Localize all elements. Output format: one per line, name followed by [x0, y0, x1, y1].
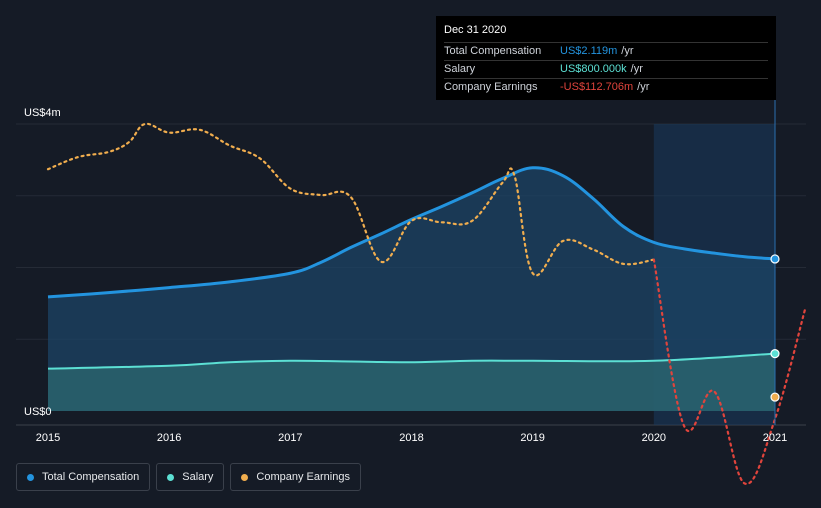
tooltip-value: US$800.000k: [560, 63, 627, 75]
tooltip-row-total-compensation: Total Compensation US$2.119m /yr: [444, 42, 768, 60]
tooltip: Dec 31 2020 Total Compensation US$2.119m…: [436, 16, 776, 100]
legend-dot-icon: [167, 473, 175, 481]
legend: Total Compensation Salary Company Earnin…: [16, 463, 361, 491]
legend-dot-icon: [241, 473, 249, 481]
legend-item-total-compensation[interactable]: Total Compensation: [16, 463, 151, 491]
tooltip-title: Dec 31 2020: [444, 24, 507, 36]
tooltip-row-company-earnings: Company Earnings -US$112.706m /yr: [444, 78, 768, 96]
salary-marker: [770, 349, 780, 359]
tooltip-label: Total Compensation: [444, 45, 542, 57]
y-tick-label: US$4m: [24, 107, 61, 119]
series-areas: [48, 167, 775, 411]
series-lines: [46, 122, 807, 485]
company-earnings-negative-line: [652, 258, 807, 485]
x-tick-label: 2020: [642, 432, 666, 444]
tooltip-label: Salary: [444, 63, 476, 75]
total-compensation-marker: [770, 254, 780, 264]
y-axis-ticks: US$4m US$0: [24, 107, 61, 418]
tooltip-unit: /yr: [630, 63, 643, 75]
tooltip-row-salary: Salary US$800.000k /yr: [444, 60, 768, 78]
x-axis-ticks: 2015 2016 2017 2018 2019 2020 2021: [36, 432, 787, 444]
total-compensation-line: [47, 166, 776, 299]
tooltip-value: US$2.119m: [560, 45, 618, 57]
x-tick-label: 2016: [157, 432, 181, 444]
legend-item-salary[interactable]: Salary: [156, 463, 225, 491]
tooltip-label: Company Earnings: [444, 81, 538, 93]
tooltip-unit: /yr: [621, 45, 634, 57]
x-tick-label: 2017: [278, 432, 302, 444]
x-tick-label: 2018: [399, 432, 423, 444]
series-markers: [770, 254, 780, 402]
y-tick-label: US$0: [24, 406, 52, 418]
x-tick-label: 2015: [36, 432, 60, 444]
legend-item-company-earnings[interactable]: Company Earnings: [230, 463, 361, 491]
salary-area: [48, 353, 775, 411]
salary-line: [47, 352, 776, 370]
legend-label: Company Earnings: [256, 471, 350, 483]
company-earnings-marker: [770, 392, 780, 402]
total-compensation-area: [48, 167, 775, 411]
x-tick-label: 2019: [520, 432, 544, 444]
tooltip-value: -US$112.706m: [560, 81, 634, 93]
legend-label: Salary: [182, 471, 214, 483]
tooltip-unit: /yr: [637, 81, 650, 93]
legend-label: Total Compensation: [42, 471, 140, 483]
legend-dot-icon: [27, 473, 34, 481]
x-tick-label: 2021: [763, 432, 787, 444]
